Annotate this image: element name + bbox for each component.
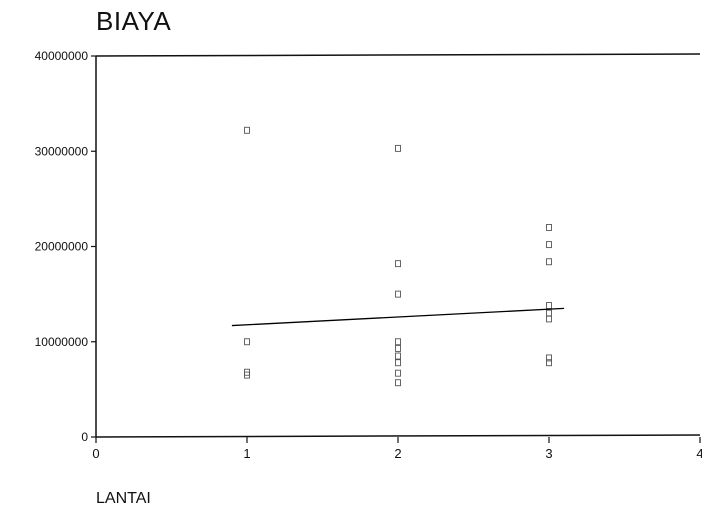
data-point <box>244 338 250 346</box>
data-point <box>395 338 401 346</box>
data-point <box>395 369 401 377</box>
data-point <box>395 144 401 152</box>
fit-line <box>231 307 565 327</box>
chart-title: BIAYA <box>96 6 172 36</box>
x-tick-label: 4 <box>696 446 702 461</box>
data-point <box>395 359 401 367</box>
x-axis-label: LANTAI <box>96 490 151 507</box>
data-point <box>546 354 552 362</box>
y-tick-label: 0 <box>81 430 88 444</box>
data-point <box>546 359 552 367</box>
x-tick-label: 2 <box>394 446 401 461</box>
y-tick-label: 30000000 <box>35 144 89 158</box>
plot-frame-top <box>95 53 701 57</box>
y-tick-label: 10000000 <box>35 335 89 349</box>
data-point <box>546 241 552 249</box>
data-point <box>546 258 552 266</box>
x-tick-label: 1 <box>243 446 250 461</box>
y-tick-label: 40000000 <box>35 49 89 63</box>
data-point <box>244 371 250 379</box>
data-point <box>395 344 401 352</box>
data-point <box>546 309 552 317</box>
data-point <box>395 352 401 360</box>
x-tick-label: 3 <box>545 446 552 461</box>
data-point <box>395 260 401 268</box>
data-point <box>395 379 401 387</box>
data-point <box>244 126 250 134</box>
y-tick-label: 20000000 <box>35 240 89 254</box>
data-point <box>546 315 552 323</box>
data-point <box>546 302 552 310</box>
data-point <box>546 223 552 231</box>
x-tick-label: 0 <box>92 446 99 461</box>
x-axis-line <box>95 434 701 438</box>
data-point <box>395 290 401 298</box>
